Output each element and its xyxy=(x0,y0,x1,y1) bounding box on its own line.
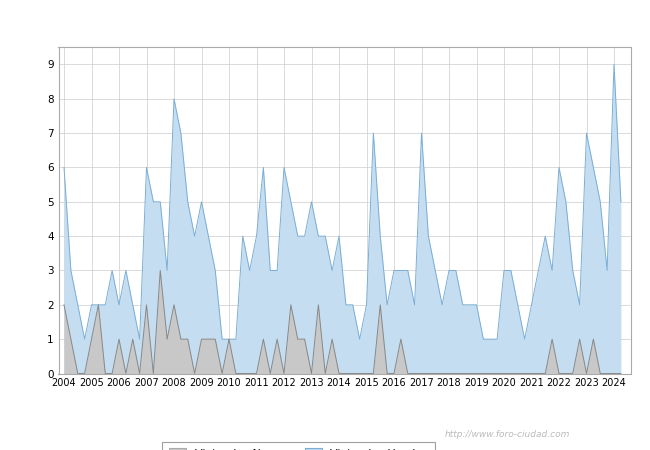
Text: http://www.foro-ciudad.com: http://www.foro-ciudad.com xyxy=(445,430,569,439)
Legend: Viviendas Nuevas, Viviendas Usadas: Viviendas Nuevas, Viviendas Usadas xyxy=(162,442,435,450)
Text: Arquillos - Evolucion del Nº de Transacciones Inmobiliarias: Arquillos - Evolucion del Nº de Transacc… xyxy=(96,14,554,28)
